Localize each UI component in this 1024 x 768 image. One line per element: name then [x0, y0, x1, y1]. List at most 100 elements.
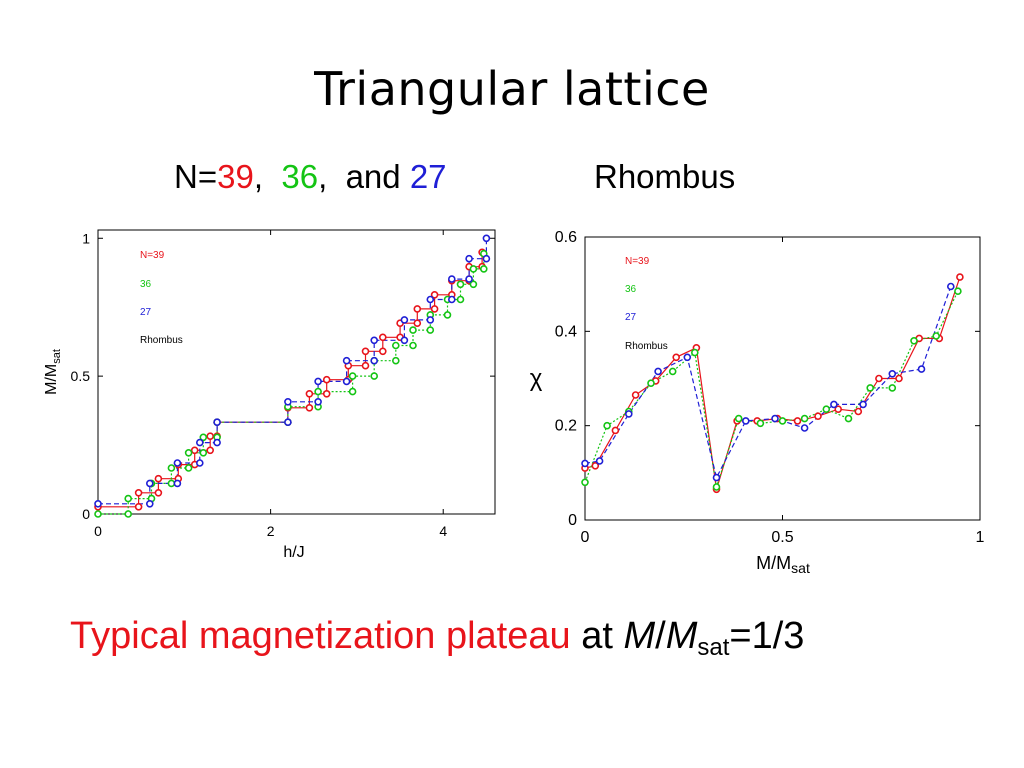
- data-point: [631, 391, 640, 399]
- data-point: [814, 412, 822, 421]
- magnetization-curve-chart: 0 2 4 0 0.5 1 N=39 36 27 Rhombus h/J M/Msat: [43, 229, 496, 561]
- system-sizes-line: N=39, 36, and 27: [174, 158, 447, 196]
- legend-left-27: 27: [140, 307, 152, 318]
- data-point: [196, 459, 204, 467]
- legend-left-rhombus: Rhombus: [140, 335, 183, 346]
- data-point: [342, 356, 351, 365]
- data-point: [134, 502, 143, 511]
- data-point: [213, 418, 221, 427]
- data-point: [482, 254, 491, 263]
- data-point: [778, 417, 787, 425]
- data-point: [482, 234, 491, 243]
- data-point: [888, 384, 897, 392]
- caption-eq: =1/3: [729, 615, 805, 657]
- data-point: [581, 459, 589, 468]
- data-point: [173, 479, 182, 488]
- y-tick-label: 0: [82, 506, 90, 522]
- data-point: [391, 341, 400, 350]
- x-tick-label: 0: [581, 529, 590, 546]
- data-point: [830, 400, 838, 409]
- data-point: [793, 417, 802, 425]
- x-axis-label-right-sub: sat: [791, 560, 810, 576]
- legend-right-27: 27: [625, 312, 637, 323]
- data-point: [206, 432, 214, 441]
- data-point: [199, 448, 208, 457]
- data-point: [895, 374, 903, 383]
- data-point: [668, 367, 677, 376]
- data-point: [683, 353, 692, 362]
- data-point: [184, 448, 193, 457]
- data-point: [866, 384, 875, 392]
- data-point: [409, 341, 417, 350]
- y-axis-label-right: χ: [530, 365, 543, 392]
- plot-frame-right: [584, 236, 981, 521]
- data-point: [469, 265, 478, 273]
- n39-label: 39: [217, 158, 254, 195]
- series-line-n39: [584, 276, 961, 490]
- data-point: [469, 280, 478, 289]
- data-point: [154, 488, 163, 497]
- x-axis-label-left: h/J: [283, 544, 304, 561]
- data-point: [413, 305, 422, 313]
- data-point: [875, 374, 883, 383]
- data-point: [94, 510, 102, 518]
- data-point: [426, 316, 435, 324]
- series-line-27: [584, 286, 952, 480]
- x-tick-label: 0.5: [771, 529, 793, 546]
- data-point: [647, 379, 655, 388]
- caption: Typical magnetization plateau at M/Msat=…: [70, 615, 804, 662]
- data-point: [124, 510, 132, 518]
- data-point: [213, 438, 221, 447]
- x-tick-label: 0: [94, 523, 102, 539]
- caption-m2: M: [665, 615, 698, 657]
- data-point: [741, 417, 750, 425]
- y-axis-label-left: M/Msat: [43, 349, 63, 395]
- susceptibility-chart: 0 0.5 1 0 0.2 0.4 0.6 N=39 36 27 Rhombus M/Msa…: [530, 229, 985, 576]
- data-point: [314, 377, 322, 386]
- data-point: [956, 273, 964, 281]
- data-point: [322, 389, 331, 398]
- series-line-27: [98, 238, 487, 505]
- legend-left-36: 36: [140, 279, 152, 290]
- data-point: [771, 414, 779, 423]
- data-point: [370, 356, 379, 365]
- data-point: [196, 438, 204, 447]
- data-point: [910, 336, 918, 345]
- data-point: [426, 295, 435, 304]
- data-point: [456, 280, 465, 289]
- x-tick-label: 1: [976, 529, 985, 546]
- caption-highlight: Typical magnetization plateau: [70, 615, 571, 657]
- data-point: [342, 377, 351, 386]
- data-point: [190, 446, 199, 455]
- data-point: [184, 464, 193, 472]
- legend-right-rhombus: Rhombus: [625, 341, 668, 352]
- data-point: [690, 348, 699, 357]
- y-axis-label-left-sub: sat: [51, 349, 63, 364]
- data-point: [199, 433, 208, 442]
- legend-right-36: 36: [625, 284, 637, 295]
- data-point: [378, 347, 387, 356]
- data-point: [834, 405, 843, 414]
- x-axis-label-right: M/Msat: [756, 553, 810, 576]
- data-point: [917, 365, 926, 373]
- y-tick-label: 0: [568, 512, 577, 529]
- data-point: [712, 473, 721, 482]
- ticks-right: 0 0.5 1 0 0.2 0.4 0.6: [555, 229, 985, 546]
- y-tick-label: 0.2: [555, 418, 577, 435]
- data-point: [370, 336, 379, 345]
- data-point: [430, 290, 439, 299]
- data-point: [672, 353, 681, 362]
- data-point: [378, 333, 387, 342]
- data-point: [456, 295, 465, 304]
- data-point: [465, 254, 473, 263]
- plot-frame-left: [97, 229, 496, 515]
- data-point: [391, 356, 400, 365]
- separator-1: ,: [253, 158, 263, 195]
- separator-2: ,: [318, 158, 328, 195]
- y-tick-label: 1: [82, 230, 90, 246]
- data-point: [954, 287, 962, 296]
- caption-sub: sat: [697, 634, 730, 661]
- n27-label: 27: [409, 158, 447, 195]
- data-point: [284, 418, 292, 427]
